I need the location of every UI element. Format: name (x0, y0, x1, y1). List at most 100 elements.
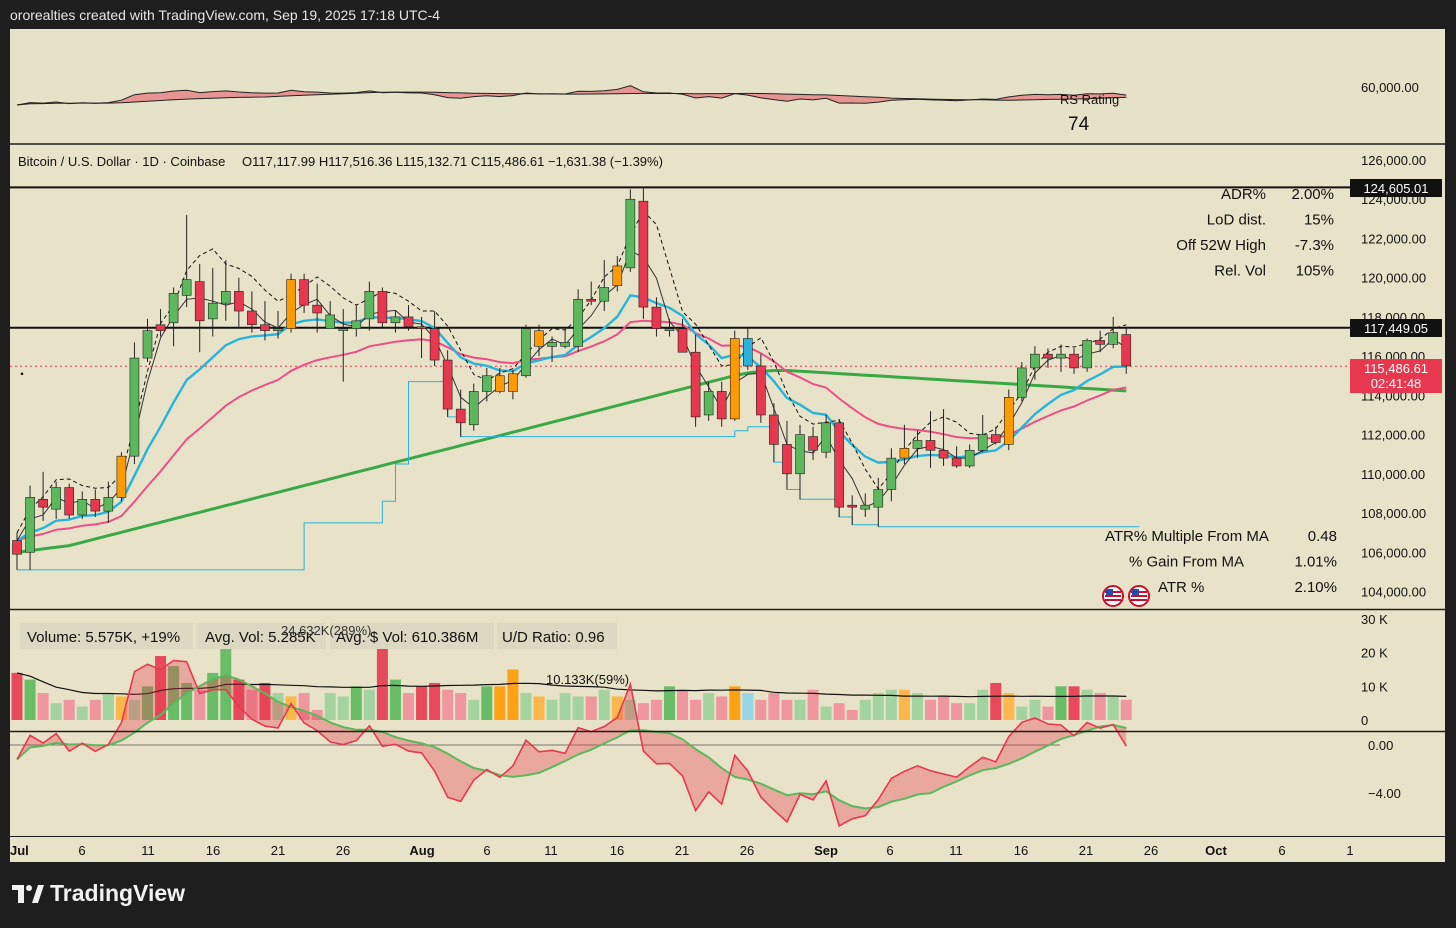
price-tick-label: 122,000.00 (1361, 231, 1426, 246)
volume-bar (233, 679, 245, 720)
ohlc-legend: O117,117.99 H117,516.36 L115,132.71 C115… (242, 154, 663, 169)
candle-body (873, 489, 884, 508)
candle (703, 381, 714, 421)
candle-body (142, 330, 153, 359)
price-tick-label: 120,000.00 (1361, 271, 1426, 286)
volume-bar (298, 693, 310, 720)
volume-bar (572, 696, 584, 720)
volume-bar (703, 693, 715, 720)
candle-body (64, 487, 75, 516)
volume-tick-label: 20 K (1361, 646, 1388, 661)
candle-body (286, 279, 296, 329)
candle-body (860, 504, 871, 510)
volume-bar (951, 703, 963, 720)
tradingview-brand[interactable]: TradingView (12, 880, 185, 907)
candle-body (155, 324, 166, 331)
volume-bar (755, 699, 767, 720)
candle-body (416, 326, 427, 329)
stats-value: 2.00% (1291, 186, 1334, 203)
volume-panel (11, 637, 1132, 720)
volume-bar (429, 682, 441, 720)
volume-bar (507, 669, 519, 720)
candle-body (912, 440, 923, 449)
candle (481, 367, 492, 402)
candle (455, 389, 466, 437)
candle-body (442, 359, 453, 410)
volume-bar (168, 666, 180, 720)
candle-body (12, 540, 22, 555)
time-tick-label: 11 (949, 843, 963, 858)
volume-bar (1055, 686, 1067, 720)
candle (103, 481, 114, 523)
candle (429, 311, 440, 366)
candle (1017, 362, 1027, 402)
candle (273, 311, 283, 339)
candle (403, 305, 414, 331)
chart-canvas[interactable]: 126,000.00124,000.00122,000.00120,000.00… (10, 29, 1445, 862)
volume-bar (520, 693, 532, 720)
candle-body (77, 499, 88, 516)
candle-body (690, 351, 701, 418)
candle-body (756, 365, 766, 416)
volume-bar (820, 706, 832, 720)
candle (181, 214, 192, 308)
stats-value: -7.3% (1295, 237, 1334, 254)
candle (390, 311, 401, 333)
last-price-label: 115,486.61 02:41:48 (1350, 359, 1442, 393)
candle-body (899, 448, 910, 459)
atr-label: ATR% Multiple From MA (1105, 528, 1269, 545)
candle-body (1003, 397, 1014, 445)
candle (116, 452, 127, 502)
candle-body (573, 298, 583, 347)
candle-body (377, 291, 388, 324)
candle-body (390, 316, 401, 324)
volume-peak-annotation: 24.632K(289%) (281, 623, 371, 638)
candle (325, 301, 336, 329)
chart-attribution: ororealties created with TradingView.com… (10, 7, 441, 23)
rs-rating-label: RS Rating (1060, 92, 1119, 107)
candle (560, 328, 570, 349)
time-tick-label: 11 (544, 843, 558, 858)
candle-body (795, 434, 805, 475)
candle-body (1056, 353, 1066, 359)
volume-bar (690, 699, 702, 720)
candle-body (808, 436, 818, 451)
volume-bar (1094, 693, 1106, 720)
candle (221, 260, 231, 321)
candle-body (664, 328, 675, 331)
candle (25, 485, 35, 570)
ud-ratio-value: U/D Ratio: 0.96 (502, 629, 605, 646)
candle-body (925, 440, 936, 451)
candle (312, 283, 322, 333)
atr-table: ATR% Multiple From MA 0.48 % Gain From MA 1… (1105, 528, 1337, 596)
volume-bar (63, 699, 75, 720)
candle (155, 309, 166, 337)
volume-bar (494, 686, 506, 720)
candle-body (547, 342, 557, 347)
candle-body (1082, 340, 1092, 369)
volume-bar (598, 689, 610, 720)
candle-body (769, 414, 779, 445)
indicator-tick-label: −4.00 (1368, 786, 1401, 801)
volume-tick-label: 10 K (1361, 679, 1388, 694)
atr-label: ATR % (1158, 579, 1204, 596)
stats-value: 15% (1304, 212, 1334, 229)
volume-bar (559, 693, 571, 720)
candle (664, 318, 675, 337)
rs-fill (17, 85, 1127, 105)
candle-body (51, 487, 61, 510)
candle (12, 532, 22, 570)
candle-body (90, 499, 101, 512)
chart-frame[interactable]: 126,000.00 124,000.00 122,000.00 120,000.00… (10, 29, 1445, 862)
svg-text:115,486.61: 115,486.61 (1364, 361, 1428, 376)
candle-body (495, 375, 505, 392)
candle-body (325, 314, 336, 329)
volume-bar (272, 693, 284, 720)
volume-bar (416, 686, 428, 720)
candle (925, 411, 936, 468)
high-avg-dashed-line (16, 210, 1127, 533)
candle-body (194, 281, 205, 322)
candle (1056, 344, 1066, 372)
time-axis-bg (10, 837, 1445, 862)
time-tick-label: 21 (1079, 843, 1093, 858)
